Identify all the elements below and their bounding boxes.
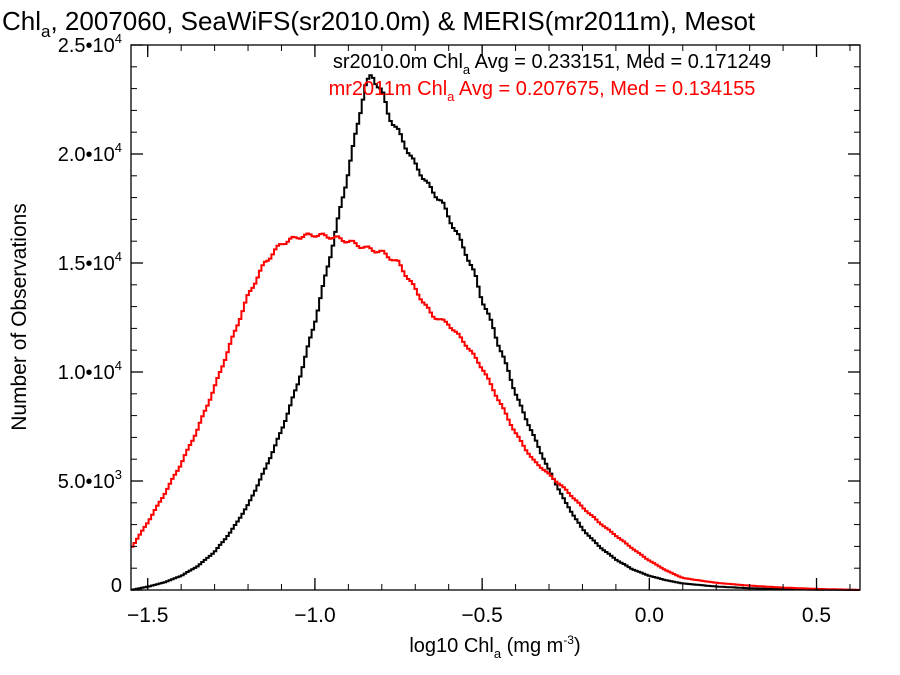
y-tick-label: 1.5•104: [58, 249, 122, 275]
y-tick-label: 0: [111, 575, 122, 597]
y-tick-label: 2.0•104: [58, 140, 122, 166]
x-tick-label: 0.5: [802, 604, 831, 627]
x-axis-label: log10 Chla (mg m-3): [409, 633, 580, 661]
y-axis: 0 5.0•103 1.0•104 1.5•104 2.0•104 2.5•104: [58, 31, 860, 597]
x-tick-label: −0.5: [461, 604, 502, 627]
legend-entry-mr2011: mr2011m Chla Avg = 0.207675, Med = 0.134…: [329, 78, 756, 104]
y-tick-label: 1.0•104: [58, 358, 122, 384]
series-line-sr2010.0m: [131, 74, 860, 591]
y-tick-label: 2.5•104: [58, 31, 122, 57]
plot-frame: [130, 44, 861, 591]
x-tick-label: −1.0: [294, 604, 335, 627]
x-axis: −1.5 −1.0 −0.5 0.0 0.5: [127, 45, 851, 627]
x-tick-label: −1.5: [127, 604, 168, 627]
y-axis-label: Number of Observations: [8, 203, 31, 431]
series-layer: [131, 74, 860, 591]
x-tick-label: 0.0: [635, 604, 664, 627]
chart-title: Chla, 2007060, SeaWiFS(sr2010.0m) & MERI…: [2, 6, 756, 41]
y-tick-label: 5.0•103: [58, 467, 122, 493]
legend-entry-sr2010: sr2010.0m Chla Avg = 0.233151, Med = 0.1…: [333, 51, 771, 77]
series-line-mr2011m: [131, 232, 860, 591]
